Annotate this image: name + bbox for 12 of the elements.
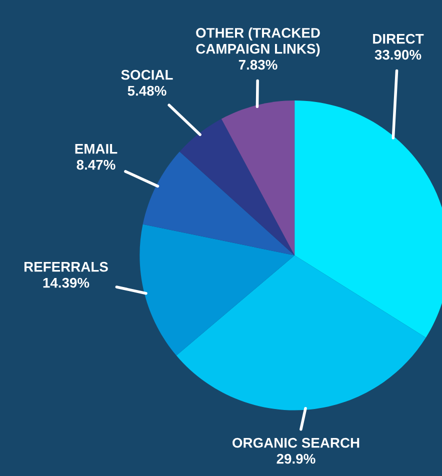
data-label: 14.39% xyxy=(43,278,90,288)
data-label: 8.47% xyxy=(76,160,116,170)
slice-label: EMAIL xyxy=(75,144,118,154)
data-label: 7.83% xyxy=(238,60,278,70)
slice-label: SOCIAL xyxy=(121,70,173,80)
slice-label: OTHER (TRACKED CAMPAIGN LINKS) xyxy=(196,28,320,56)
slice-label: DIRECT xyxy=(373,34,424,44)
data-label: 29.9% xyxy=(276,454,316,464)
data-label: 5.48% xyxy=(128,86,166,96)
data-label: 33.90% xyxy=(374,50,422,60)
slice-label: REFERRALS xyxy=(24,262,108,272)
slice-label: ORGANIC SEARCH xyxy=(232,438,360,448)
